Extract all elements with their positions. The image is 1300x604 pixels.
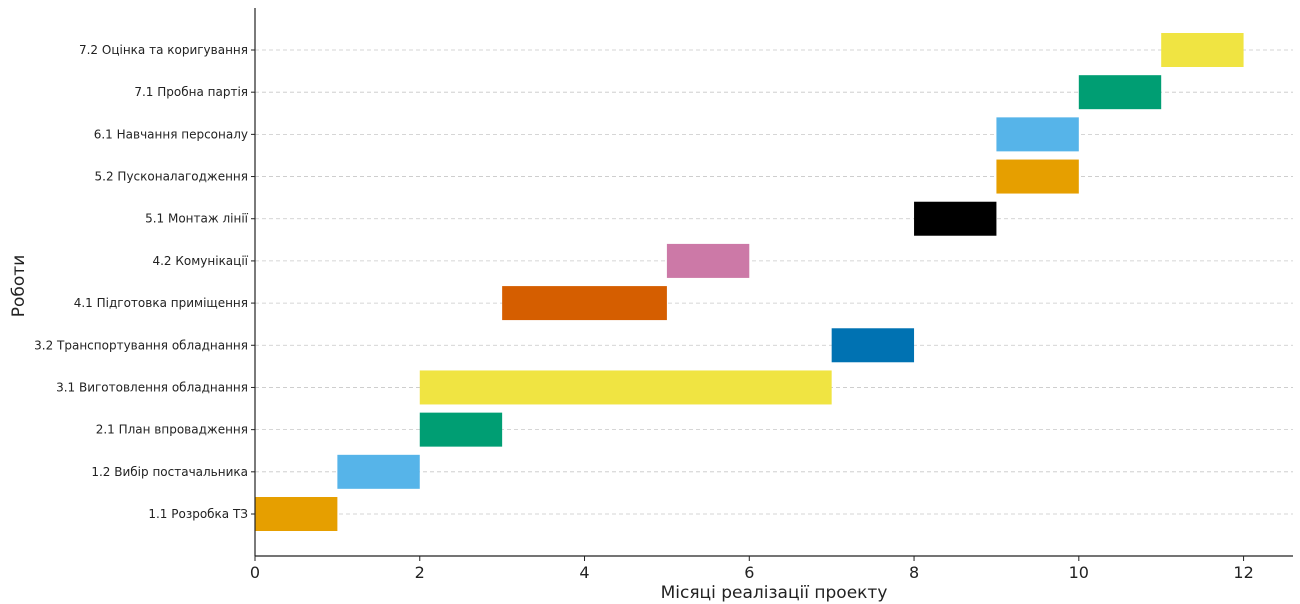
gantt-bar (502, 286, 667, 321)
y-tick-label: 7.1 Пробна партія (134, 85, 248, 99)
y-tick-label: 5.2 Пусконалагодження (95, 170, 248, 184)
gantt-bar (1078, 75, 1162, 110)
y-axis-title: Роботи (9, 255, 29, 318)
x-tick-label: 4 (579, 563, 589, 582)
gantt-bar (996, 117, 1079, 152)
x-tick-label: 6 (744, 563, 754, 582)
x-tick-labels: 0 2 4 6 8 10 12 (250, 556, 1254, 582)
gantt-bar (666, 243, 750, 278)
y-tick-label: 5.1 Монтаж лінії (145, 212, 249, 226)
gantt-bar (831, 328, 915, 363)
y-tick-label: 4.2 Комунікації (152, 254, 248, 268)
x-tick-label: 0 (250, 563, 260, 582)
x-tick-label: 12 (1233, 563, 1253, 582)
y-tick-label: 2.1 План впровадження (96, 423, 248, 437)
axis-layer (254, 8, 1293, 557)
x-tick-label: 2 (415, 563, 425, 582)
y-tick-label: 1.2 Вибір постачальника (91, 465, 248, 479)
gantt-bar (1161, 33, 1244, 67)
y-tick-label: 6.1 Навчання персоналу (94, 127, 248, 141)
y-tick-label: 1.1 Розробка ТЗ (148, 507, 248, 521)
y-tick-label: 4.1 Підготовка приміщення (74, 296, 248, 310)
gantt-bar (419, 370, 832, 405)
gantt-bar (419, 412, 503, 447)
gantt-bar (337, 454, 420, 489)
x-tick-label: 8 (909, 563, 919, 582)
x-axis-title: Місяці реалізації проекту (661, 583, 888, 603)
y-tick-label: 3.2 Транспортування обладнання (34, 338, 248, 352)
y-tick-label: 3.1 Виготовлення обладнання (56, 380, 248, 394)
y-tick-label: 7.2 Оцінка та коригування (79, 43, 248, 57)
y-tick-labels: 1.1 Розробка ТЗ 1.2 Вибір постачальника 2.… (34, 43, 255, 521)
grid-layer (255, 49, 1293, 515)
x-tick-label: 10 (1069, 563, 1089, 582)
gantt-bar (255, 497, 338, 531)
gantt-bar (996, 159, 1079, 194)
bar-layer (255, 33, 1244, 531)
gantt-bar (914, 201, 997, 236)
